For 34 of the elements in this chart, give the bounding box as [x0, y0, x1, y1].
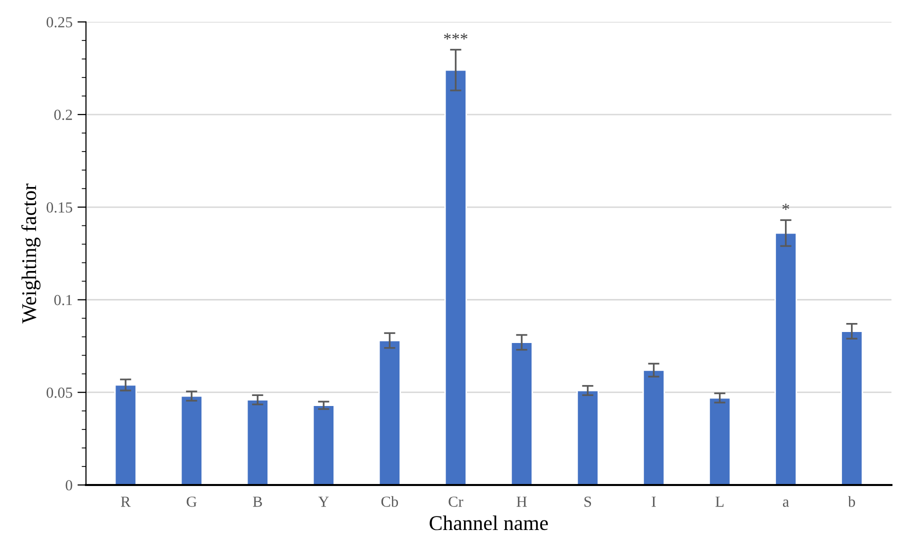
- y-tick-label: 0.1: [54, 294, 72, 306]
- y-tick-label: 0.05: [46, 388, 72, 398]
- bar: [114, 384, 137, 485]
- bar: [246, 399, 269, 485]
- y-tick-label: 0.15: [46, 202, 72, 213]
- bar: [510, 342, 533, 485]
- x-tick-label: a: [782, 500, 789, 507]
- x-tick-label: S: [584, 496, 592, 507]
- y-tick-label: 0: [66, 480, 72, 490]
- y-tick-label: 0.2: [54, 110, 72, 120]
- bar: [708, 397, 732, 485]
- y-tick-label: 0.25: [46, 17, 72, 28]
- x-tick-label: R: [120, 496, 131, 507]
- x-tick-label: Y: [318, 496, 329, 507]
- x-tick-label: L: [716, 496, 724, 507]
- bar: [444, 69, 467, 485]
- x-tick-label: H: [516, 496, 527, 507]
- y-axis-title: Weighting factor: [21, 184, 40, 324]
- annotation: ***: [444, 33, 468, 40]
- bar: [312, 404, 335, 485]
- bar: [180, 395, 203, 485]
- bar: [840, 330, 864, 485]
- x-tick-label: Cb: [381, 496, 398, 507]
- x-tick-label: b: [848, 496, 856, 507]
- bar: [774, 232, 798, 485]
- x-axis-title: Channel name: [430, 516, 548, 530]
- bar: [576, 390, 599, 485]
- bar: [642, 369, 666, 485]
- x-tick-label: I: [652, 496, 656, 507]
- x-tick-label: G: [186, 496, 197, 507]
- bar: [378, 340, 401, 485]
- x-tick-label: Cr: [448, 496, 464, 507]
- x-tick-label: B: [252, 496, 262, 507]
- annotation: *: [782, 204, 790, 210]
